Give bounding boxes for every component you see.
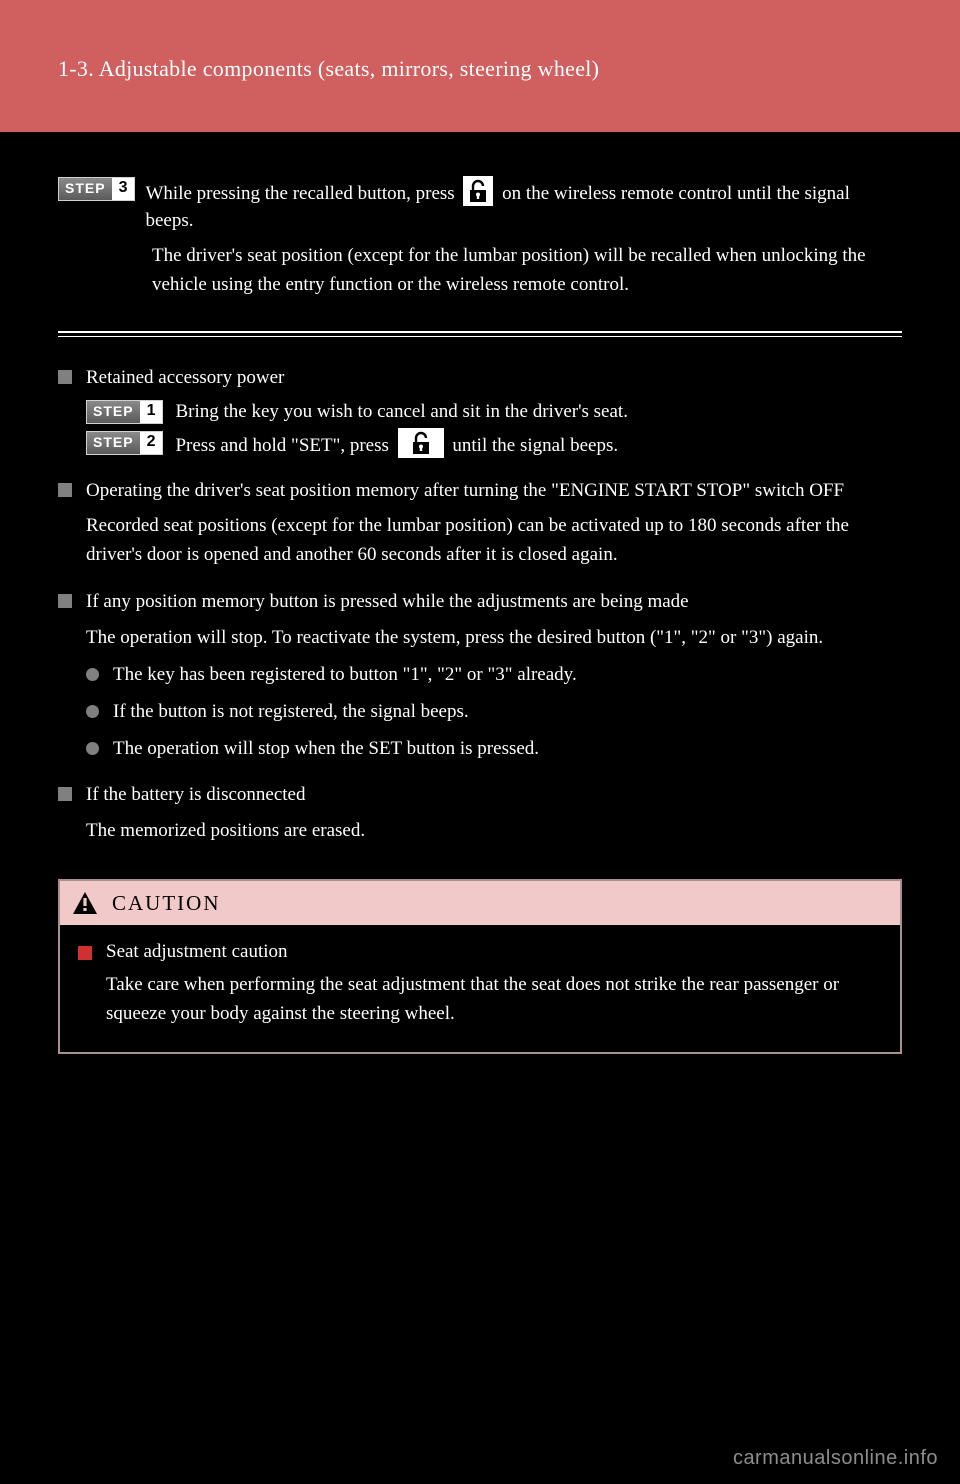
- square-marker-icon: [58, 787, 72, 801]
- square-marker-red-icon: [78, 946, 92, 960]
- square-marker-icon: [58, 594, 72, 608]
- page-content: STEP 3 While pressing the recalled butto…: [0, 132, 960, 1054]
- bullet-dot-icon: [86, 705, 99, 718]
- page-header: 1-3. Adjustable components (seats, mirro…: [0, 0, 960, 132]
- watermark: carmanualsonline.info: [733, 1447, 938, 1470]
- section-battery-disconnected: If the battery is disconnected The memor…: [58, 782, 902, 845]
- step-number: 1: [140, 401, 163, 423]
- section-operating-memory: Operating the driver's seat position mem…: [58, 478, 902, 570]
- section-if-button-pressed: If any position memory button is pressed…: [58, 589, 902, 762]
- unlock-icon: [463, 176, 493, 206]
- section-title: If any position memory button is pressed…: [86, 589, 689, 616]
- substep-2: STEP 2 Press and hold "SET", press: [86, 428, 902, 458]
- section-title: Adjustable components (seats, mirrors, s…: [99, 56, 600, 81]
- step-label: STEP: [87, 432, 140, 454]
- intro-note: The driver's seat position (except for t…: [152, 242, 902, 299]
- bullet-text: The key has been registered to button "1…: [113, 662, 577, 689]
- divider: [58, 331, 902, 337]
- text-before-icon: Press and hold "SET", press: [175, 435, 388, 456]
- section-title: If the battery is disconnected: [86, 782, 305, 809]
- step-label: STEP: [59, 178, 112, 200]
- bullet-item: If the button is not registered, the sig…: [86, 699, 902, 726]
- square-marker-icon: [58, 370, 72, 384]
- substep-text: Bring the key you wish to cancel and sit…: [175, 401, 627, 423]
- text-after-icon: until the signal beeps.: [452, 435, 618, 456]
- caution-section-title: Seat adjustment caution: [106, 941, 288, 963]
- step-badge-2: STEP 2: [86, 431, 163, 455]
- bullet-dot-icon: [86, 668, 99, 681]
- bullet-item: The operation will stop when the SET but…: [86, 736, 902, 763]
- unlock-icon: [398, 428, 444, 458]
- step-badge-1: STEP 1: [86, 400, 163, 424]
- section-body-text: Recorded seat positions (except for the …: [86, 512, 902, 569]
- section-title: Retained accessory power: [86, 365, 284, 392]
- bullet-text: If the button is not registered, the sig…: [113, 699, 469, 726]
- caution-header: CAUTION: [60, 881, 900, 925]
- caution-section-head: Seat adjustment caution: [78, 941, 882, 963]
- section-retained-accessory: Retained accessory power STEP 1 Bring th…: [58, 365, 902, 458]
- section-body: STEP 1 Bring the key you wish to cancel …: [86, 400, 902, 458]
- bullet-list: The key has been registered to button "1…: [86, 662, 902, 762]
- caution-box: CAUTION Seat adjustment caution Take car…: [58, 879, 902, 1054]
- caution-body: Seat adjustment caution Take care when p…: [60, 925, 900, 1052]
- bullet-text: The operation will stop when the SET but…: [113, 736, 539, 763]
- caution-label: CAUTION: [112, 891, 221, 916]
- section-head: If the battery is disconnected: [58, 782, 902, 809]
- section-title: Operating the driver's seat position mem…: [86, 478, 844, 505]
- warning-triangle-icon: [72, 890, 98, 916]
- square-marker-icon: [58, 483, 72, 497]
- step-number: 2: [140, 432, 163, 454]
- text-before-icon: While pressing the recalled button, pres…: [145, 183, 454, 204]
- section-head: Retained accessory power: [58, 365, 902, 392]
- header-title: 1-3. Adjustable components (seats, mirro…: [58, 56, 960, 82]
- caution-body-text: Take care when performing the seat adjus…: [106, 971, 882, 1028]
- substep-1: STEP 1 Bring the key you wish to cancel …: [86, 400, 902, 424]
- section-number: 1-3.: [58, 56, 94, 81]
- section-body-text: The memorized positions are erased.: [86, 817, 902, 846]
- intro-step-row: STEP 3 While pressing the recalled butto…: [58, 176, 902, 234]
- step-label: STEP: [87, 401, 140, 423]
- section-head: If any position memory button is pressed…: [58, 589, 902, 616]
- substep-text: Press and hold "SET", press until the si…: [175, 428, 618, 458]
- section-body-text: The operation will stop. To reactivate t…: [86, 624, 902, 653]
- intro-step-text: While pressing the recalled button, pres…: [141, 176, 902, 234]
- section-head: Operating the driver's seat position mem…: [58, 478, 902, 505]
- bullet-dot-icon: [86, 742, 99, 755]
- bullet-item: The key has been registered to button "1…: [86, 662, 902, 689]
- step-number: 3: [112, 178, 135, 200]
- step-badge-3: STEP 3: [58, 177, 135, 201]
